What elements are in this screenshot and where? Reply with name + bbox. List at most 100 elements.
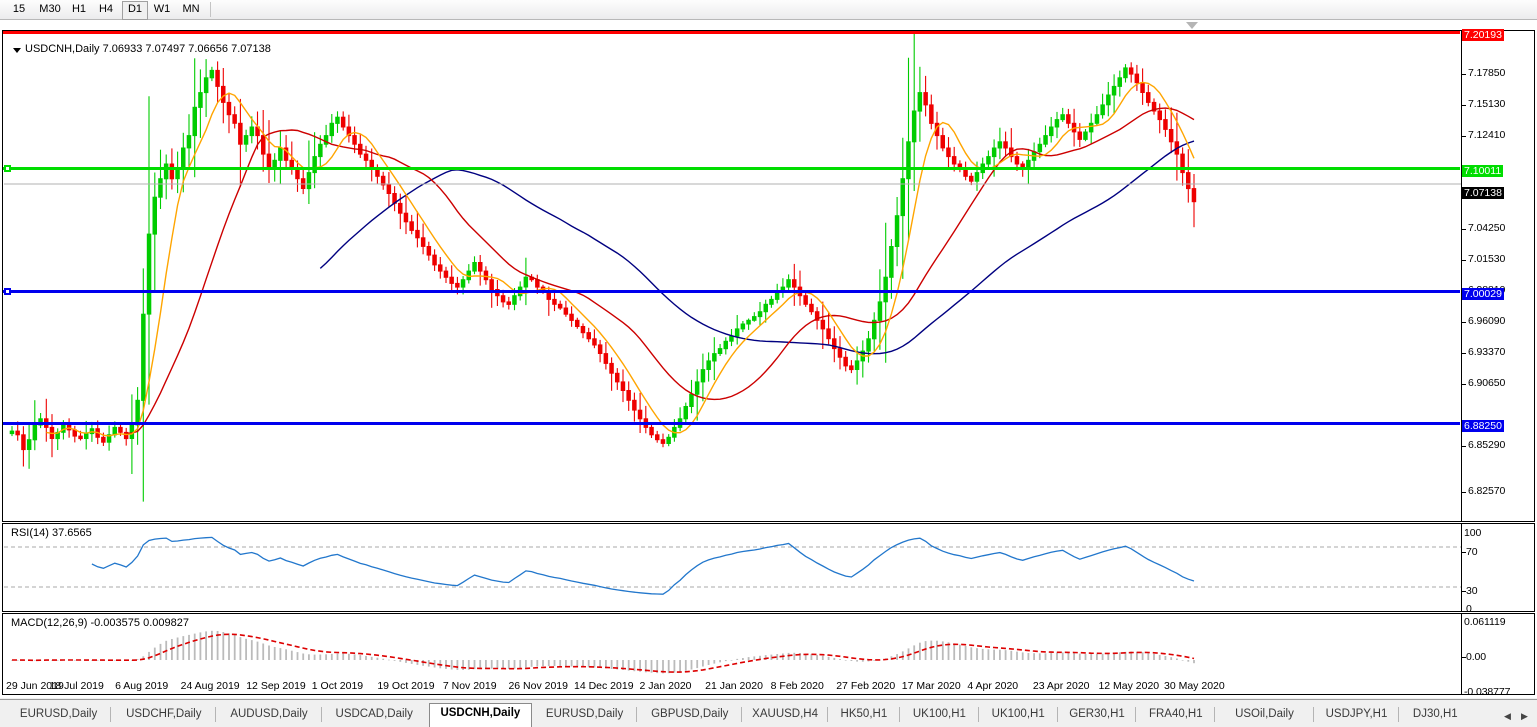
- tab-separator: [636, 707, 638, 722]
- chevron-right-icon[interactable]: ▶: [1521, 711, 1528, 721]
- triangle-down-marker-icon: [1186, 22, 1198, 29]
- date-label: 17 Mar 2020: [901, 680, 961, 692]
- axis-tick: [1462, 322, 1466, 323]
- tab-separator: [1398, 707, 1400, 722]
- chart-tab[interactable]: GBPUSD,Daily: [651, 708, 729, 720]
- macd-axis-divider: [1461, 614, 1462, 694]
- price-plot: [4, 31, 1461, 521]
- axis-tick: [1462, 105, 1466, 106]
- price-label: 7.12410: [1468, 129, 1506, 141]
- chart-tab[interactable]: FRA40,H1: [1148, 708, 1203, 720]
- chevron-left-icon[interactable]: ◀: [1504, 711, 1511, 721]
- chart-tab[interactable]: DJ30,H1: [1412, 708, 1458, 720]
- macd-scale-label: -0.038777: [1464, 686, 1511, 698]
- timeframe-h1[interactable]: H1: [71, 3, 87, 15]
- date-label: 26 Nov 2019: [508, 680, 568, 692]
- price-label: 6.96090: [1468, 315, 1506, 327]
- blue-upper-line[interactable]: [3, 290, 1460, 293]
- green-support-line[interactable]: [3, 167, 1460, 170]
- chart-tab[interactable]: EURUSD,Daily: [545, 708, 624, 720]
- tab-separator: [826, 707, 828, 722]
- blue-lower-line[interactable]: [3, 422, 1460, 425]
- axis-tick: [1462, 492, 1466, 493]
- chart-tab-active[interactable]: USDCNH,Daily: [428, 703, 532, 727]
- date-label: 1 Oct 2019: [311, 680, 364, 692]
- blue-lower-price-badge[interactable]: 6.88250: [1462, 420, 1504, 432]
- price-label: 7.15130: [1468, 98, 1506, 110]
- timeframe-h4[interactable]: H4: [98, 3, 114, 15]
- tab-separator: [899, 707, 900, 722]
- chart-tab-bar: ◀ ▶ EURUSD,Daily USDCHF,Daily AUDUSD,Daily…: [0, 699, 1537, 727]
- timeframe-m15[interactable]: 15: [12, 3, 26, 15]
- date-label: 4 Apr 2020: [967, 680, 1019, 692]
- chart-collapse-triangle-icon[interactable]: [13, 48, 21, 53]
- blue-upper-price-badge[interactable]: 7.00029: [1462, 288, 1504, 300]
- timeframe-w1[interactable]: W1: [153, 3, 171, 15]
- date-label: 12 Sep 2019: [246, 680, 306, 692]
- last-price-badge: 7.07138: [1462, 187, 1504, 199]
- green-support-price-badge[interactable]: 7.10011: [1462, 165, 1504, 177]
- chart-tab[interactable]: HK50,H1: [840, 708, 888, 720]
- tab-separator: [1135, 707, 1137, 722]
- rsi-label: RSI(14) 37.6565: [11, 527, 92, 539]
- macd-scale-label: 0.061119: [1464, 616, 1506, 628]
- blue-upper-handle[interactable]: [4, 288, 11, 295]
- rsi-scale-label: 70: [1466, 546, 1478, 558]
- axis-tick: [1462, 446, 1466, 447]
- chart-tab[interactable]: USDJPY,H1: [1325, 708, 1388, 720]
- timeframe-mn[interactable]: MN: [182, 3, 200, 15]
- rsi-panel[interactable]: RSI(14) 37.6565: [2, 523, 1535, 612]
- price-label: 6.82570: [1468, 485, 1506, 497]
- tab-separator: [110, 707, 112, 722]
- candlesticks: [9, 33, 1197, 502]
- rsi-scale-label: 0: [1466, 603, 1472, 615]
- price-axis-divider: [1461, 31, 1462, 521]
- axis-tick: [1462, 657, 1466, 658]
- rsi-svg: [4, 536, 1461, 595]
- axis-tick: [1462, 74, 1466, 75]
- rsi-plot: [4, 524, 1461, 611]
- rsi-scale-label: 100: [1464, 527, 1482, 539]
- price-panel[interactable]: USDCNH,Daily 7.06933 7.07497 7.06656 7.0…: [2, 30, 1535, 522]
- tab-separator: [1056, 707, 1058, 722]
- date-label: 18 Jul 2019: [49, 680, 104, 692]
- axis-tick: [1462, 384, 1466, 385]
- rsi-line: [91, 536, 1195, 595]
- chart-tab[interactable]: USOil,Daily: [1235, 708, 1294, 720]
- date-label: 14 Dec 2019: [574, 680, 634, 692]
- green-support-handle[interactable]: [4, 165, 11, 172]
- macd-panel[interactable]: MACD(12,26,9) -0.003575 0.009827: [2, 613, 1535, 695]
- chart-area: USDCNH,Daily 7.06933 7.07497 7.06656 7.0…: [0, 20, 1537, 698]
- chart-tab[interactable]: UK100,H1: [991, 708, 1045, 720]
- resistance-line[interactable]: [3, 31, 1460, 34]
- tab-separator: [1214, 707, 1216, 722]
- date-label: 29 Jun 2019: [6, 680, 64, 692]
- date-label: 24 Aug 2019: [180, 680, 240, 692]
- toolbar-separator: [210, 2, 211, 17]
- resistance-price-badge[interactable]: 7.20193: [1462, 29, 1504, 41]
- chart-tab[interactable]: USDCAD,Daily: [335, 708, 413, 720]
- axis-tick: [1462, 260, 1466, 261]
- tab-separator: [977, 707, 979, 722]
- chart-title: USDCNH,Daily 7.06933 7.07497 7.06656 7.0…: [25, 43, 271, 55]
- date-label: 8 Feb 2020: [770, 680, 824, 692]
- date-label: 30 May 2020: [1164, 680, 1225, 692]
- chart-tab[interactable]: USDCHF,Daily: [126, 708, 202, 720]
- chart-tab[interactable]: GER30,H1: [1069, 708, 1125, 720]
- tab-separator: [320, 707, 322, 722]
- timeframe-m30[interactable]: M30: [39, 3, 61, 15]
- price-svg: [4, 33, 1461, 502]
- tab-separator: [741, 707, 743, 722]
- chart-tab[interactable]: UK100,H1: [912, 708, 966, 720]
- price-label: 6.85290: [1468, 439, 1506, 451]
- timeframe-toolbar: 15 M30 H1 H4 D1 W1 MN: [0, 0, 1537, 20]
- axis-tick: [1462, 229, 1466, 230]
- rsi-scale-label: 30: [1466, 585, 1478, 597]
- chart-tab[interactable]: EURUSD,Daily: [19, 708, 98, 720]
- timeframe-d1[interactable]: D1: [122, 1, 148, 20]
- macd-scale-label: 0.00: [1466, 651, 1487, 663]
- chart-tab[interactable]: AUDUSD,Daily: [230, 708, 308, 720]
- chart-tab[interactable]: XAUUSD,H4: [752, 708, 818, 720]
- date-label: 21 Jan 2020: [705, 680, 763, 692]
